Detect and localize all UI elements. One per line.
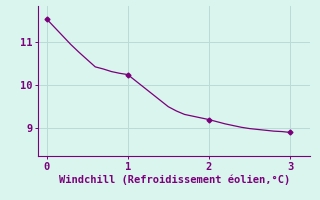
X-axis label: Windchill (Refroidissement éolien,°C): Windchill (Refroidissement éolien,°C) [59,174,290,185]
